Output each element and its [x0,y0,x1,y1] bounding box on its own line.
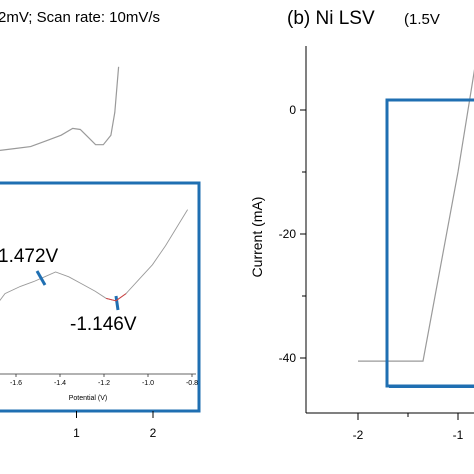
annotation-peak-2: -1.146V [70,314,137,335]
inset-frame [0,181,201,413]
left-x-tick-label: 2 [150,426,157,440]
right-panel-title: (b) Ni LSV [287,8,375,29]
right-y-axis-label: Current (mA) [249,197,265,278]
inset-plot: -1.6 -1.4 -1.2 -1.0 -0.8 Potential (V) 1.472… [0,181,201,413]
left-panel-title: 2mV; Scan rate: 10mV/s [0,9,160,26]
inset-curve-highlight [106,293,127,302]
left-x-tick-label: 1 [73,426,80,440]
inset-curve [0,209,188,302]
annotation-marker-2 [114,295,120,311]
annotation-marker-1 [35,270,47,286]
inset-x-tick-label: -1.0 [142,380,154,387]
right-x-tick-label: -2 [353,428,364,442]
right-y-tick-label: -40 [279,351,297,365]
left-main-plot [0,66,120,151]
right-lsv-curve [358,69,474,362]
right-highlight-box [385,98,474,388]
right-x-ticks: -2 -1 [353,413,464,442]
annotation-peak-1: 1.472V [0,246,59,267]
left-main-curve [0,66,120,151]
inset-x-tick-label: -0.8 [186,380,198,387]
right-y-tick-label: -20 [279,227,297,241]
right-panel-title-sub: (1.5V [404,11,440,28]
right-main-plot: 0 -20 -40 -2 -1 [279,46,474,442]
right-y-tick-label: 0 [289,103,296,117]
inset-x-tick-label: -1.4 [54,380,66,387]
inset-xlabel: Potential (V) [69,395,108,402]
right-y-ticks: 0 -20 -40 [279,103,306,365]
inset-x-tick-label: -1.2 [98,380,110,387]
inset-x-ticks: -1.6 -1.4 -1.2 -1.0 -0.8 [10,374,198,387]
inset-x-tick-label: -1.6 [10,380,22,387]
right-x-tick-label: -1 [453,428,464,442]
